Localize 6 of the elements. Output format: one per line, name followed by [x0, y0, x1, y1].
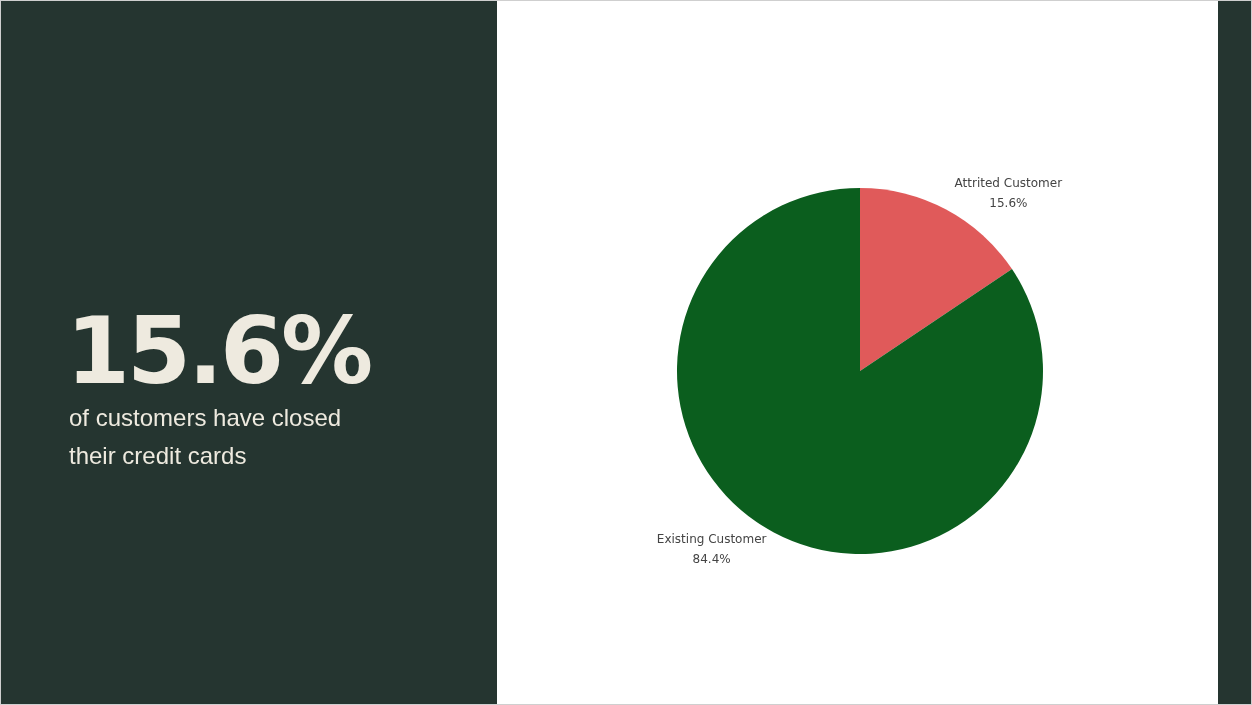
text: 15.6%: [66, 298, 371, 405]
slice-label: Attrited Customer: [954, 176, 1063, 191]
data-label: 15.6%: [989, 196, 1028, 211]
text: of customers have closed their credit cards: [69, 404, 342, 469]
data-label: 84.4%: [692, 551, 731, 566]
slice-label: Existing Customer: [656, 531, 767, 546]
